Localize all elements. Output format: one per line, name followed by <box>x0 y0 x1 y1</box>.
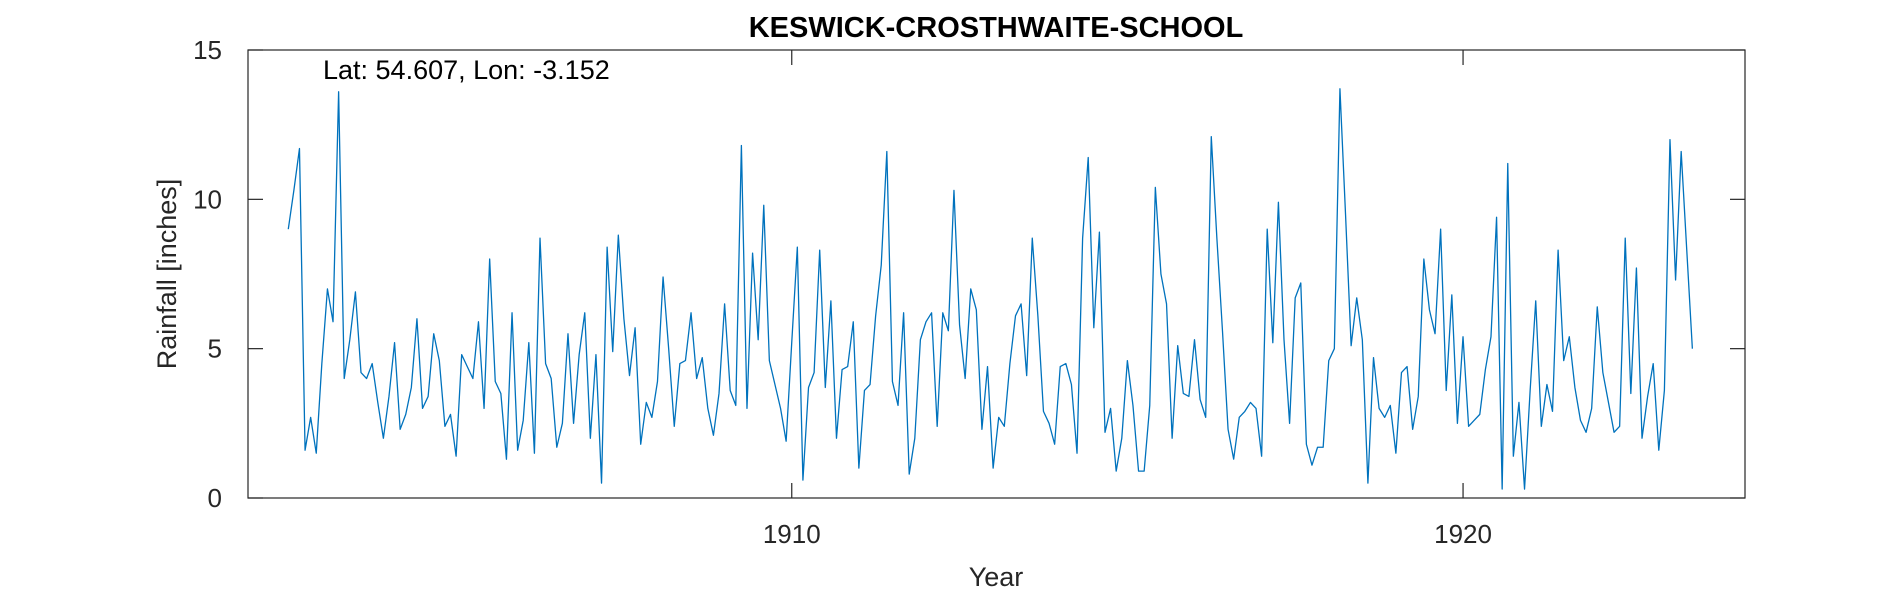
text-layer: KESWICK-CROSTHWAITE-SCHOOL Lat: 54.607, … <box>152 12 1243 591</box>
chart-title: KESWICK-CROSTHWAITE-SCHOOL <box>749 12 1244 44</box>
plot-area <box>248 50 1745 498</box>
y-tick-label-15: 15 <box>193 35 222 65</box>
y-tick-label-5: 5 <box>208 334 222 364</box>
x-tick-label-1920: 1920 <box>1434 519 1492 549</box>
y-tick-label-0: 0 <box>208 483 222 513</box>
axes-box <box>247 49 1746 499</box>
y-tick-label-10: 10 <box>193 184 222 214</box>
series-line-0 <box>287 88 1694 490</box>
axes-layer: 0 5 10 15 1910 1920 <box>193 35 1746 549</box>
series-layer <box>287 88 1694 490</box>
location-annotation: Lat: 54.607, Lon: -3.152 <box>323 55 610 85</box>
x-axis-label: Year <box>969 562 1024 591</box>
y-axis-label: Rainfall [inches] <box>152 179 182 370</box>
x-tick-label-1910: 1910 <box>763 519 821 549</box>
